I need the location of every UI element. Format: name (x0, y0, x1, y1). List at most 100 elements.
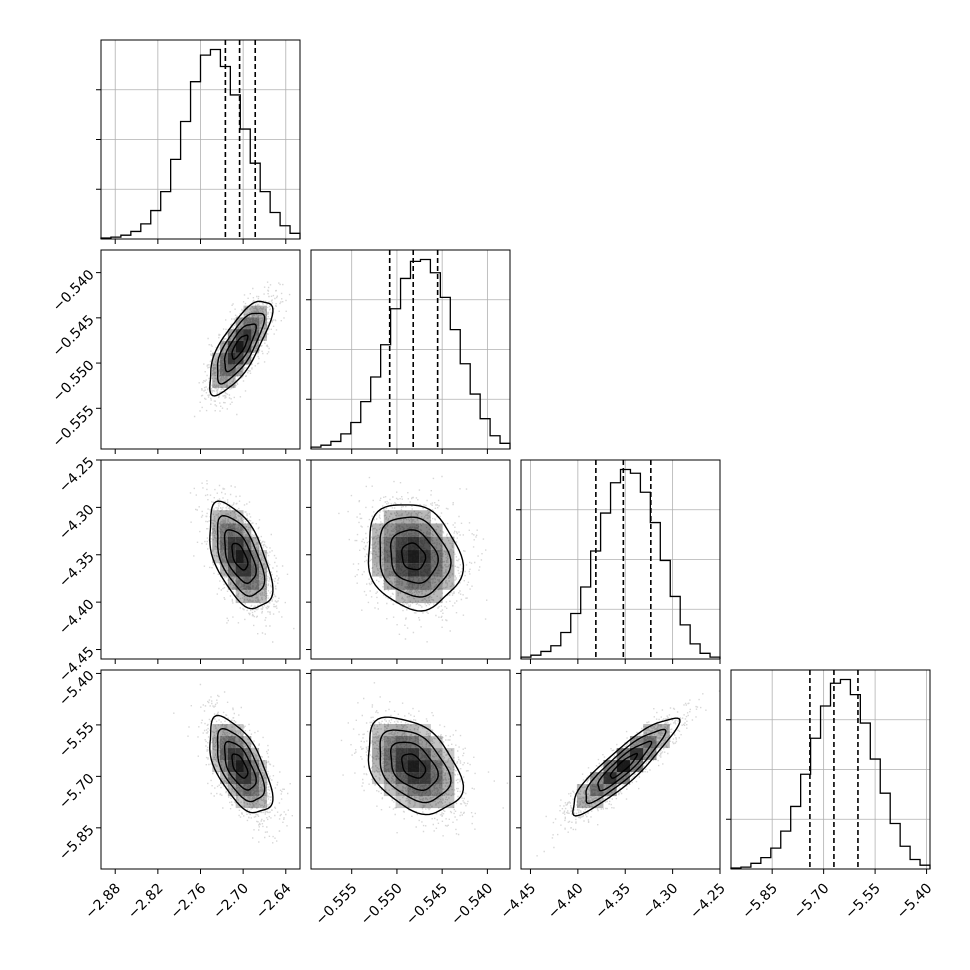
contour-line (209, 500, 274, 610)
scatter-points (338, 475, 488, 643)
y-tick-label: −5.85 (56, 822, 98, 864)
y-tick-label: −4.35 (56, 549, 98, 591)
density-cell (243, 305, 252, 318)
density-cell (383, 550, 396, 564)
x-tick-label: −4.40 (545, 881, 587, 923)
panel-frame (520, 459, 721, 660)
sample-points (173, 683, 293, 844)
density-cell (590, 796, 604, 809)
x-tick-label: −5.40 (894, 881, 936, 923)
density-cell (243, 760, 252, 773)
x-tick-label: −2.88 (82, 881, 124, 923)
panel-frame (310, 459, 511, 660)
contour-line (401, 753, 427, 779)
x-tick-label: −2.70 (210, 881, 252, 923)
histogram-2 (520, 468, 721, 659)
density-cell (251, 589, 260, 604)
density-cell (227, 784, 236, 797)
density-cell (629, 760, 644, 773)
density-cell (227, 340, 236, 353)
density-cell (227, 576, 236, 590)
density-cell (235, 536, 244, 551)
density-cell (243, 772, 252, 785)
density-cell (419, 576, 431, 590)
density-cell (212, 376, 221, 388)
y-tick-label: −0.550 (50, 357, 98, 405)
contour-line (216, 312, 266, 385)
density-cell (212, 510, 221, 524)
panel-3-2 (516, 669, 721, 874)
contour-line (389, 741, 439, 791)
density-cell (383, 784, 396, 797)
contour-line (585, 728, 667, 805)
contour-line (367, 716, 465, 816)
density-cell (419, 510, 431, 524)
density-cell (419, 736, 431, 749)
density-cell (419, 772, 431, 785)
y-tick-label: −4.40 (56, 596, 98, 638)
histogram-1 (310, 258, 511, 449)
density-cell (430, 563, 443, 577)
density-cell (251, 563, 260, 577)
x-tick-label: −0.545 (403, 881, 451, 929)
density-cell (372, 724, 384, 737)
panel-1-0 (96, 249, 301, 454)
density-cell (442, 550, 455, 564)
x-tick-label: −4.30 (640, 881, 682, 923)
density-cell (220, 510, 228, 524)
density-cell (383, 523, 396, 537)
density-cell (383, 772, 396, 785)
density-cell (243, 352, 252, 365)
density-cell (395, 784, 408, 797)
density-cell (590, 772, 604, 785)
panel-2-2 (516, 459, 721, 664)
density-cell (235, 340, 244, 353)
density-cell (395, 589, 408, 604)
density-cell (235, 550, 244, 564)
density-cell (227, 352, 236, 365)
density-cell (383, 510, 396, 524)
density-cell (220, 736, 228, 749)
density-cell (616, 772, 630, 785)
density-cell (430, 760, 443, 773)
density-cell (407, 760, 420, 773)
scatter-points (536, 690, 720, 857)
density-cell (251, 796, 260, 809)
density-cell (243, 563, 252, 577)
density-cell (212, 536, 221, 551)
y-tick-label: −5.70 (56, 771, 98, 813)
density-cell (235, 563, 244, 577)
panel-1-1 (306, 249, 511, 454)
x-tick-label: −5.55 (842, 881, 884, 923)
density-cell (212, 550, 221, 564)
density-cell (395, 550, 408, 564)
density-cell (442, 784, 455, 797)
density-cell (220, 536, 228, 551)
density-cell (235, 576, 244, 590)
density-cell (251, 550, 260, 564)
x-tick-label: −5.85 (739, 881, 781, 923)
sample-points (340, 682, 509, 837)
density-cell (407, 550, 420, 564)
x-tick-label: −0.550 (358, 881, 406, 929)
scatter-points (189, 480, 295, 643)
density-cell (259, 796, 267, 809)
x-tick-label: −2.64 (253, 880, 295, 922)
density-cell (430, 576, 443, 590)
density-cell (395, 796, 408, 809)
density-cell (220, 550, 228, 564)
density-cell (395, 760, 408, 773)
density-cell (235, 772, 244, 785)
density-cell (643, 736, 657, 749)
density-cell (372, 748, 384, 761)
density-cell (227, 536, 236, 551)
contour-line (223, 740, 257, 791)
density-cell (419, 523, 431, 537)
x-tick-label: −5.70 (791, 881, 833, 923)
density-cell (227, 748, 236, 761)
y-tick-label: −4.25 (56, 454, 98, 496)
x-tick-label: −4.45 (498, 881, 540, 923)
density-cell (372, 536, 384, 551)
density-cell (395, 772, 408, 785)
density-cell (430, 736, 443, 749)
